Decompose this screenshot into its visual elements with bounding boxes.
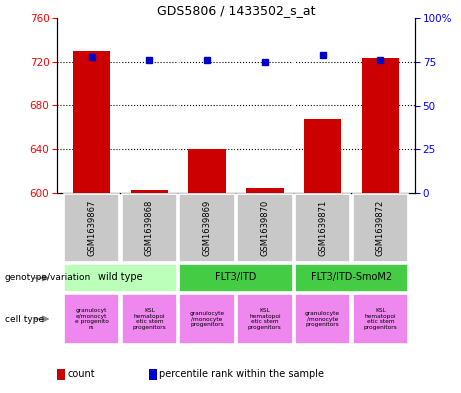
Text: wild type: wild type	[98, 272, 143, 283]
Text: cell type: cell type	[5, 314, 44, 323]
Bar	[353, 294, 408, 345]
Bar	[64, 294, 119, 345]
Text: percentile rank within the sample: percentile rank within the sample	[160, 369, 325, 380]
Text: FLT3/ITD: FLT3/ITD	[215, 272, 257, 283]
Bar	[189, 149, 226, 193]
Bar	[237, 194, 293, 262]
Text: granulocyte
/monocyte
progenitors: granulocyte /monocyte progenitors	[189, 311, 225, 327]
Bar	[295, 294, 350, 345]
Bar	[179, 294, 235, 345]
Bar	[179, 194, 235, 262]
Bar	[64, 194, 119, 262]
Text: FLT3/ITD-SmoM2: FLT3/ITD-SmoM2	[311, 272, 392, 283]
Bar	[237, 294, 293, 345]
Text: granulocyte
/monocyte
progenitors: granulocyte /monocyte progenitors	[305, 311, 340, 327]
Text: genotype/variation: genotype/variation	[5, 274, 91, 283]
Bar	[361, 59, 399, 193]
Text: GSM1639869: GSM1639869	[203, 200, 212, 256]
Bar	[246, 187, 284, 193]
Bar	[73, 51, 111, 193]
Text: KSL
hematopoi
etic stem
progenitors: KSL hematopoi etic stem progenitors	[132, 308, 166, 330]
Text: GSM1639867: GSM1639867	[87, 200, 96, 256]
Bar	[122, 294, 177, 345]
Bar	[295, 194, 350, 262]
Bar	[130, 190, 168, 193]
Text: GSM1639870: GSM1639870	[260, 200, 269, 256]
Text: GSM1639868: GSM1639868	[145, 200, 154, 256]
Bar	[353, 194, 408, 262]
Text: granulocyt
e/monocyt
e progenito
rs: granulocyt e/monocyt e progenito rs	[75, 308, 109, 330]
Text: count: count	[67, 369, 95, 380]
Bar	[295, 264, 408, 292]
Text: GSM1639872: GSM1639872	[376, 200, 385, 256]
Text: KSL
hematopoi
etic stem
progenitors: KSL hematopoi etic stem progenitors	[363, 308, 397, 330]
Title: GDS5806 / 1433502_s_at: GDS5806 / 1433502_s_at	[157, 4, 315, 17]
Text: KSL
hematopoi
etic stem
progenitors: KSL hematopoi etic stem progenitors	[248, 308, 282, 330]
Bar	[179, 264, 293, 292]
Bar	[304, 119, 342, 193]
Bar	[122, 194, 177, 262]
Bar	[64, 264, 177, 292]
Text: GSM1639871: GSM1639871	[318, 200, 327, 256]
